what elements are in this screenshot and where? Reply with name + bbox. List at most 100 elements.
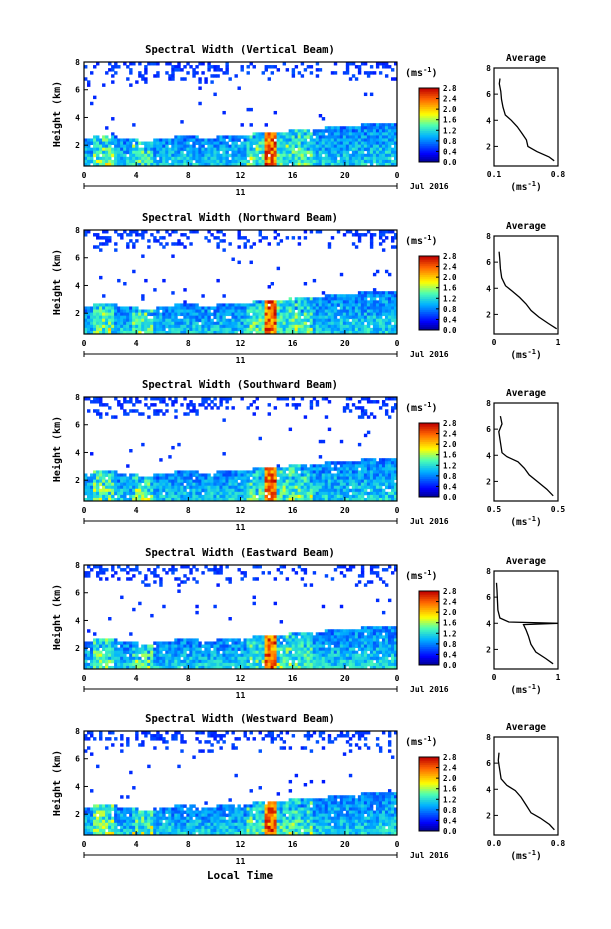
heatmap-cell xyxy=(372,497,377,502)
heatmap-cell xyxy=(381,156,386,161)
heatmap-cell xyxy=(141,321,145,326)
heatmap-cell xyxy=(369,245,374,249)
heatmap-cell xyxy=(204,400,208,404)
heatmap-cell xyxy=(189,497,193,502)
heatmap-cell xyxy=(201,476,205,480)
heatmap-cell xyxy=(360,135,365,139)
heatmap-cell xyxy=(192,138,196,142)
heatmap-cell xyxy=(360,129,365,133)
heatmap-cell xyxy=(351,464,356,468)
heatmap-cell xyxy=(198,327,202,332)
heatmap-cell xyxy=(129,397,133,401)
heatmap-cell xyxy=(273,309,278,313)
heatmap-cell xyxy=(207,156,211,161)
heatmap-cell xyxy=(192,74,196,78)
heatmap-cell xyxy=(363,491,368,496)
heatmap-cell xyxy=(309,306,314,310)
heatmap-cell xyxy=(99,641,103,645)
heatmap-cell xyxy=(93,473,97,477)
heatmap-cell xyxy=(300,132,305,136)
heatmap-cell xyxy=(108,650,112,655)
heatmap-cell xyxy=(108,239,112,243)
heatmap-cell xyxy=(201,327,205,332)
heatmap-cell xyxy=(138,479,142,484)
heatmap-cell xyxy=(363,162,368,167)
heatmap-cell xyxy=(276,470,281,474)
y-tick-label: 2 xyxy=(75,476,80,485)
heatmap-cell xyxy=(156,653,160,658)
heatmap-cell xyxy=(207,647,211,652)
heatmap-cell xyxy=(312,138,317,142)
heatmap-cell xyxy=(93,65,97,69)
heatmap-cell xyxy=(282,312,287,317)
heatmap-cell xyxy=(297,71,302,75)
heatmap-cell xyxy=(309,303,314,307)
heatmap-cell xyxy=(222,330,226,335)
heatmap-cell xyxy=(198,653,202,658)
heatmap-cell xyxy=(213,65,217,69)
heatmap-cell xyxy=(129,641,133,645)
heatmap-cell xyxy=(327,473,332,477)
heatmap-cell xyxy=(99,638,103,642)
heatmap-cell xyxy=(354,482,359,487)
heatmap-cell xyxy=(267,470,271,474)
heatmap-cell xyxy=(267,135,271,139)
heatmap-cell xyxy=(132,644,136,648)
heatmap-cell xyxy=(324,297,329,301)
heatmap-cell xyxy=(225,491,229,496)
heatmap-cell xyxy=(192,470,196,474)
heatmap-cell xyxy=(165,491,169,496)
heatmap-cell xyxy=(393,309,398,313)
colorbar-tick-label: 2.4 xyxy=(443,95,457,104)
heatmap-cell xyxy=(201,650,205,655)
heatmap-cell xyxy=(84,153,88,158)
heatmap-cell xyxy=(393,156,398,161)
colorbar-segment xyxy=(419,143,439,146)
heatmap-cell xyxy=(93,147,97,152)
heatmap-cell xyxy=(240,497,244,502)
heatmap-cell xyxy=(360,123,365,127)
heatmap-cell xyxy=(222,494,226,499)
heatmap-cell xyxy=(315,324,320,329)
heatmap-cell xyxy=(339,303,344,307)
heatmap-cell xyxy=(156,74,160,78)
heatmap-cell xyxy=(258,656,262,661)
heatmap-cell xyxy=(105,330,109,335)
heatmap-cell xyxy=(309,297,314,301)
heatmap-cell xyxy=(150,476,154,480)
heatmap-cell xyxy=(315,473,320,477)
heatmap-cell xyxy=(381,324,386,329)
profile-y-tick-label: 2 xyxy=(486,310,491,319)
heatmap-cell xyxy=(258,473,262,477)
heatmap-cell xyxy=(162,476,166,480)
heatmap-cell xyxy=(288,662,293,667)
heatmap-cell xyxy=(354,233,359,237)
heatmap-cell xyxy=(210,494,214,499)
heatmap-cell xyxy=(153,653,157,658)
heatmap-cell xyxy=(342,467,347,471)
heatmap-cell xyxy=(96,397,100,401)
heatmap-cell xyxy=(183,159,187,164)
heatmap-cell xyxy=(294,141,299,145)
heatmap-cell xyxy=(279,476,284,480)
heatmap-cell xyxy=(252,412,256,416)
heatmap-cell xyxy=(129,147,133,152)
heatmap-cell xyxy=(114,479,118,484)
heatmap-cell xyxy=(195,647,199,652)
heatmap-cell xyxy=(339,159,344,164)
heatmap-cell xyxy=(120,150,124,155)
heatmap-cell xyxy=(360,126,365,130)
heatmap-cell xyxy=(201,318,205,323)
heatmap-cell xyxy=(306,141,311,145)
heatmap-cell xyxy=(198,101,202,106)
heatmap-cell xyxy=(171,653,175,658)
heatmap-cell xyxy=(93,321,97,326)
heatmap-cell xyxy=(207,656,211,661)
heatmap-cell xyxy=(381,473,386,477)
heatmap-cell xyxy=(330,312,335,317)
heatmap-cell xyxy=(126,65,130,69)
heatmap-cell xyxy=(117,577,121,581)
heatmap-cell xyxy=(192,406,196,410)
heatmap-cell xyxy=(87,327,91,332)
heatmap-cell xyxy=(222,397,226,401)
